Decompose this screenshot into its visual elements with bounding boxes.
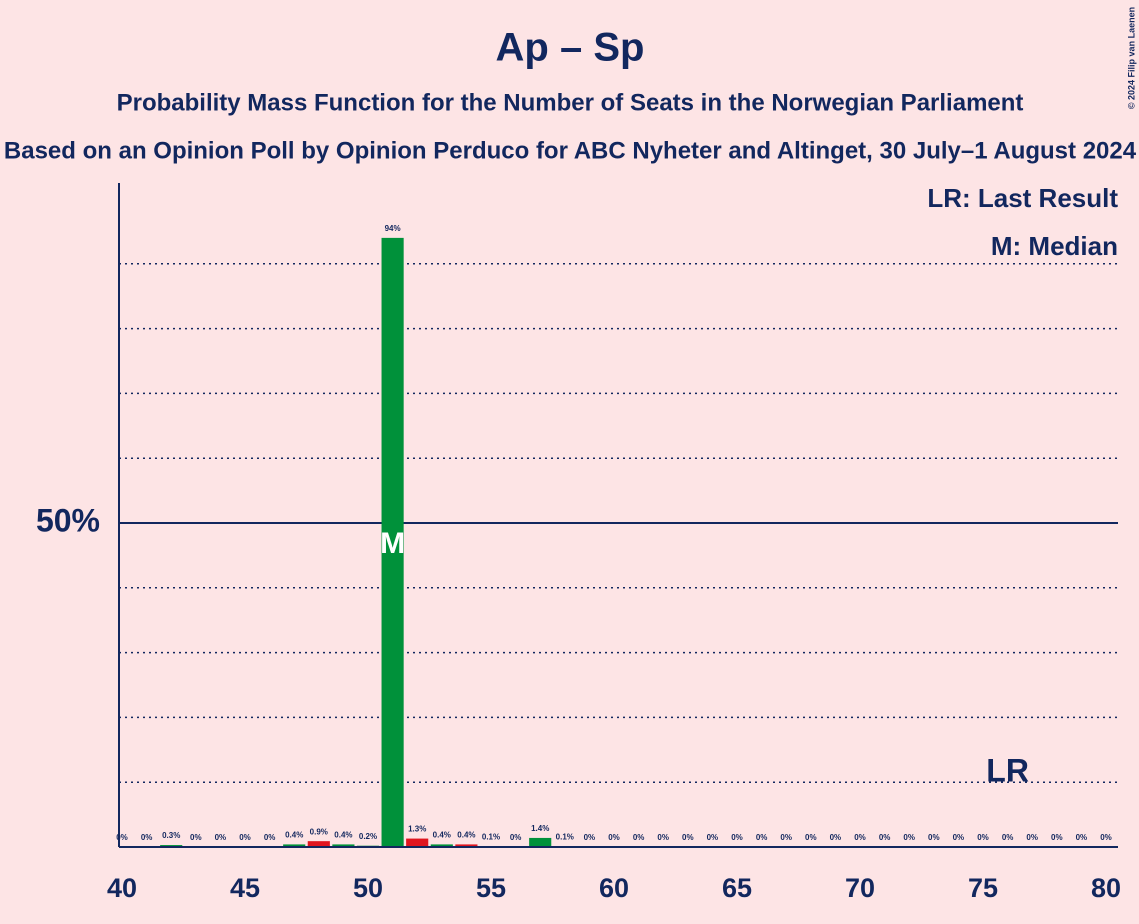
value-label: 0% <box>116 833 128 842</box>
x-tick-label: 40 <box>107 873 137 903</box>
value-label: 0% <box>731 833 743 842</box>
legend-entry: LR: Last Result <box>927 183 1118 213</box>
x-tick-label: 60 <box>599 873 629 903</box>
value-label: 0% <box>1051 833 1063 842</box>
median-marker: M <box>380 527 405 560</box>
value-label: 0.4% <box>433 831 451 840</box>
x-tick-label: 70 <box>845 873 875 903</box>
value-label: 0.1% <box>482 832 500 841</box>
value-label: 0.4% <box>334 831 352 840</box>
value-label: 0.3% <box>162 831 180 840</box>
value-label: 0% <box>1002 833 1014 842</box>
value-label: 0% <box>756 833 768 842</box>
value-label: 0% <box>903 833 915 842</box>
value-label: 0% <box>215 833 227 842</box>
value-label: 1.4% <box>531 824 549 833</box>
x-tick-label: 65 <box>722 873 752 903</box>
legend-entry: M: Median <box>991 231 1118 261</box>
last-result-marker: LR <box>986 752 1029 788</box>
y-tick-label: 50% <box>36 502 100 538</box>
value-label: 0% <box>805 833 817 842</box>
x-tick-label: 55 <box>476 873 506 903</box>
x-tick-label: 80 <box>1091 873 1121 903</box>
value-label: 0% <box>190 833 202 842</box>
bar <box>332 844 355 847</box>
value-label: 0% <box>879 833 891 842</box>
bar <box>307 841 330 847</box>
x-tick-label: 50 <box>353 873 383 903</box>
value-label: 0% <box>1026 833 1038 842</box>
value-label: 0% <box>707 833 719 842</box>
value-label: 0.2% <box>359 832 377 841</box>
chart-subtitle: Probability Mass Function for the Number… <box>117 89 1024 116</box>
value-label: 0.1% <box>556 832 574 841</box>
value-label: 0.4% <box>285 831 303 840</box>
value-label: 0% <box>657 833 669 842</box>
chart-subtitle: Based on an Opinion Poll by Opinion Perd… <box>4 137 1137 164</box>
value-label: 1.3% <box>408 825 426 834</box>
copyright: © 2024 Filip van Laenen <box>1126 7 1136 109</box>
value-label: 0.9% <box>310 827 328 836</box>
bar <box>381 237 404 847</box>
value-label: 0.4% <box>457 831 475 840</box>
value-label: 0% <box>854 833 866 842</box>
bar <box>455 844 478 847</box>
x-tick-label: 45 <box>230 873 260 903</box>
value-label: 0% <box>633 833 645 842</box>
value-label: 0% <box>953 833 965 842</box>
value-label: 0% <box>1076 833 1088 842</box>
value-label: 0% <box>608 833 620 842</box>
value-label: 0% <box>977 833 989 842</box>
value-label: 0% <box>141 833 153 842</box>
value-label: 0% <box>780 833 792 842</box>
bar <box>283 844 306 847</box>
value-label: 0% <box>682 833 694 842</box>
bar <box>529 837 552 847</box>
value-label: 0% <box>264 833 276 842</box>
chart-title: Ap – Sp <box>496 26 645 70</box>
bar <box>406 838 429 847</box>
bar <box>430 844 453 847</box>
value-label: 0% <box>584 833 596 842</box>
value-label: 0% <box>928 833 940 842</box>
value-label: 0% <box>239 833 251 842</box>
value-label: 0% <box>1100 833 1112 842</box>
x-tick-label: 75 <box>968 873 998 903</box>
value-label: 0% <box>510 833 522 842</box>
value-label: 94% <box>385 224 401 233</box>
value-label: 0% <box>830 833 842 842</box>
